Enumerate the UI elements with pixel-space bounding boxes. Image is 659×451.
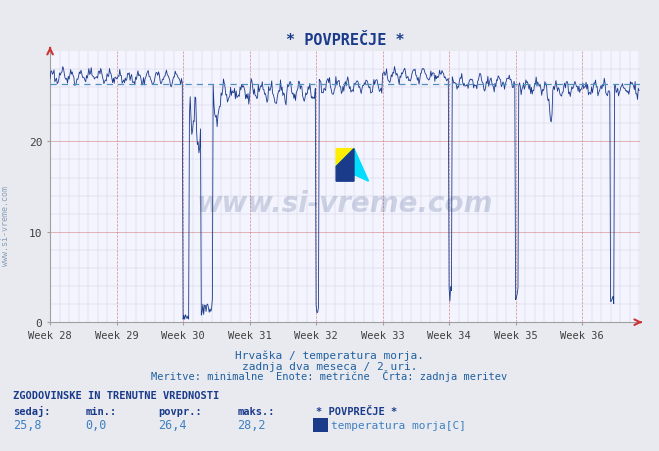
Title: * POVPREČJE *: * POVPREČJE * [285, 33, 405, 48]
Text: 25,8: 25,8 [13, 419, 42, 432]
Text: www.si-vreme.com: www.si-vreme.com [197, 189, 493, 217]
Text: ZGODOVINSKE IN TRENUTNE VREDNOSTI: ZGODOVINSKE IN TRENUTNE VREDNOSTI [13, 390, 219, 400]
Text: povpr.:: povpr.: [158, 406, 202, 416]
Text: Meritve: minimalne  Enote: metrične  Črta: zadnja meritev: Meritve: minimalne Enote: metrične Črta:… [152, 369, 507, 381]
Text: 26,4: 26,4 [158, 419, 186, 432]
Polygon shape [336, 149, 354, 182]
Text: zadnja dva meseca / 2 uri.: zadnja dva meseca / 2 uri. [242, 361, 417, 371]
Text: 0,0: 0,0 [86, 419, 107, 432]
Text: 28,2: 28,2 [237, 419, 266, 432]
Text: sedaj:: sedaj: [13, 405, 51, 416]
Text: maks.:: maks.: [237, 406, 275, 416]
Text: www.si-vreme.com: www.si-vreme.com [1, 186, 10, 265]
Text: temperatura morja[C]: temperatura morja[C] [331, 420, 467, 430]
Text: * POVPREČJE *: * POVPREČJE * [316, 406, 397, 416]
Text: Hrvaška / temperatura morja.: Hrvaška / temperatura morja. [235, 350, 424, 360]
Polygon shape [336, 149, 368, 182]
Polygon shape [336, 149, 354, 167]
Text: min.:: min.: [86, 406, 117, 416]
